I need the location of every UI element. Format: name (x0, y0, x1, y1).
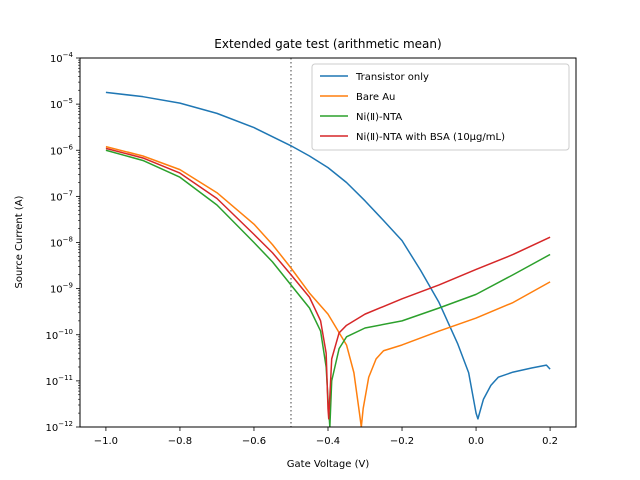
legend-label-3: Ni(Ⅱ)-NTA with BSA (10µg/mL) (356, 132, 505, 143)
series-line-3 (105, 147, 551, 420)
x-tick-label: −0.4 (316, 436, 340, 447)
x-tick-label: 0.0 (468, 436, 484, 447)
series-layer (105, 91, 551, 427)
x-tick-label: −0.6 (242, 436, 266, 447)
y-tick-label: 10−4 (50, 51, 74, 65)
y-tick-label: 10−8 (50, 236, 73, 250)
y-tick-label: 10−7 (50, 189, 73, 203)
legend-label-2: Ni(Ⅱ)-NTA (356, 112, 402, 123)
plot-area (79, 57, 577, 428)
x-tick-label: −1.0 (94, 436, 118, 447)
y-tick-label: 10−12 (45, 420, 73, 434)
x-tick-label: −0.2 (390, 436, 414, 447)
y-axis: 10−12 10−11 10−10 10−9 10−8 10−7 10−6 10−5 10−4 (45, 51, 80, 434)
series-line-1 (105, 145, 551, 427)
y-tick-label: 10−10 (45, 328, 73, 342)
x-axis-label: Gate Voltage (V) (287, 459, 370, 470)
legend: Transistor only Bare Au Ni(Ⅱ)-NTA Ni(Ⅱ)-NTA… (311, 63, 570, 151)
legend-label-1: Bare Au (356, 92, 395, 103)
legend-box (311, 63, 570, 151)
x-tick-label: −0.8 (168, 436, 192, 447)
y-tick-label: 10−11 (45, 374, 73, 388)
y-tick-label: 10−6 (50, 143, 74, 157)
y-axis-label: Source Current (A) (14, 195, 25, 288)
y-tick-label: 10−9 (50, 282, 73, 296)
chart-title: Extended gate test (arithmetic mean) (214, 37, 441, 51)
x-axis: −1.0 −0.8 −0.6 −0.4 −0.2 0.0 0.2 (94, 427, 558, 447)
y-tick-label: 10−5 (50, 97, 73, 111)
legend-label-0: Transistor only (355, 72, 429, 83)
series-line-0 (105, 91, 551, 420)
x-tick-label: 0.2 (542, 436, 558, 447)
